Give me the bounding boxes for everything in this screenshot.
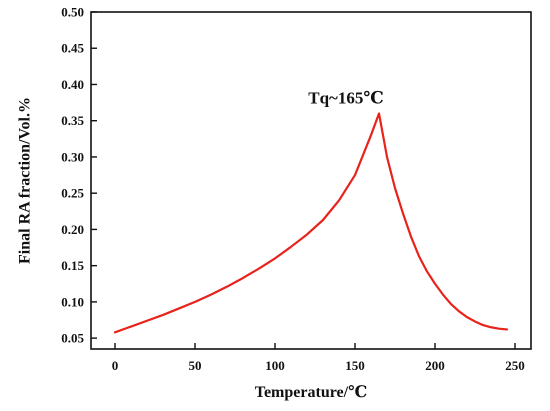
y-tick-label: 0.05 bbox=[61, 331, 84, 346]
y-tick-label: 0.20 bbox=[61, 222, 84, 237]
x-axis-title: Temperature/℃ bbox=[255, 384, 368, 401]
y-axis-ticks: 0.05 0.10 0.15 0.20 0.25 0.30 0.35 0.40 0.45 0.50 bbox=[61, 5, 97, 346]
y-tick-label: 0.40 bbox=[61, 77, 84, 92]
y-tick-label: 0.25 bbox=[61, 186, 84, 201]
x-tick-label: 0 bbox=[112, 358, 119, 373]
series-layer bbox=[113, 112, 509, 334]
x-tick-label: 150 bbox=[345, 358, 365, 373]
x-axis-ticks: 0 50 100 150 200 250 bbox=[112, 343, 525, 373]
y-tick-label: 0.50 bbox=[61, 5, 84, 20]
peak-annotation: Tq~165℃ bbox=[308, 88, 384, 107]
y-tick-label: 0.15 bbox=[61, 258, 84, 273]
y-axis-title: Final RA fraction/Vol.% bbox=[17, 97, 34, 264]
x-tick-label: 50 bbox=[189, 358, 202, 373]
y-tick-label: 0.35 bbox=[61, 113, 84, 128]
x-tick-label: 250 bbox=[505, 358, 525, 373]
y-tick-label: 0.30 bbox=[61, 149, 84, 164]
y-tick-label: 0.10 bbox=[61, 294, 84, 309]
plot-area-frame bbox=[90, 11, 532, 350]
x-tick-label: 100 bbox=[265, 358, 285, 373]
y-tick-label: 0.45 bbox=[61, 41, 84, 56]
series-line bbox=[113, 112, 509, 334]
x-tick-label: 200 bbox=[425, 358, 445, 373]
